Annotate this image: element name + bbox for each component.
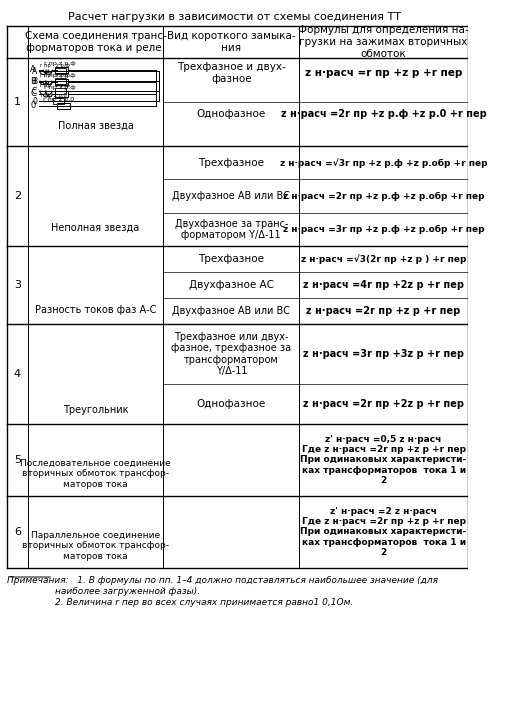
Text: 0: 0 — [30, 102, 36, 110]
Text: r пр: r пр — [40, 62, 51, 67]
Text: z р.ф: z р.ф — [56, 83, 70, 88]
Text: Однофазное: Однофазное — [196, 399, 265, 409]
Text: A: A — [30, 66, 36, 74]
Text: Разность токов фаз А-С: Разность токов фаз А-С — [35, 305, 156, 315]
Bar — [55, 79, 68, 85]
Text: 6: 6 — [14, 527, 21, 537]
Text: Двухфазное за транс-
форматором Y/Δ-11: Двухфазное за транс- форматором Y/Δ-11 — [174, 218, 288, 240]
Text: 0: 0 — [32, 96, 37, 105]
Text: z р.ф: z р.ф — [56, 62, 70, 67]
Text: Примечания:   1. В формулы по пп. 1–4 должно подставляться наибольшее значение (: Примечания: 1. В формулы по пп. 1–4 долж… — [7, 576, 437, 585]
Text: C: C — [30, 90, 36, 98]
Text: Вид короткого замыка-
ния: Вид короткого замыка- ния — [166, 31, 295, 53]
Text: z н·расч =2r пр +z р.ф +z р.0 +r пер: z н·расч =2r пр +z р.ф +z р.0 +r пер — [280, 109, 486, 119]
Text: 5: 5 — [14, 455, 21, 465]
Bar — [55, 88, 66, 94]
Text: r пр: r пр — [43, 97, 56, 102]
Text: r пр: r пр — [40, 83, 51, 88]
Text: Схема соединения транс-
форматоров тока и реле.: Схема соединения транс- форматоров тока … — [24, 31, 166, 53]
Text: z н·расч =r пр +z р +r пер: z н·расч =r пр +z р +r пер — [304, 68, 461, 78]
Bar — [57, 103, 70, 109]
Text: 2. Величина r пер во всех случаях принимается равно1 0,1Ом.: 2. Величина r пер во всех случаях приним… — [55, 598, 353, 607]
Text: r пр: r пр — [44, 85, 56, 90]
Text: Полная звезда: Полная звезда — [58, 121, 133, 131]
Bar — [55, 91, 68, 97]
Text: z н·расч =3r пр +z р.ф +z р.обр +r пер: z н·расч =3r пр +z р.ф +z р.обр +r пер — [282, 225, 484, 234]
Text: Параллельное соединение
вторичных обмоток трансфор-
маторов тока: Параллельное соединение вторичных обмото… — [22, 531, 168, 561]
Text: Трехфазное: Трехфазное — [198, 254, 264, 264]
Text: z н·расч =2r пр +z р.ф +z р.обр +r пер: z н·расч =2r пр +z р.ф +z р.обр +r пер — [282, 192, 484, 201]
Text: z р.ф: z р.ф — [59, 61, 75, 66]
Text: z н·расч =4r пр +2z р +r пер: z н·расч =4r пр +2z р +r пер — [302, 280, 463, 290]
Text: z н·расч =√3r пр +z р.ф +z р.обр +r пер: z н·расч =√3r пр +z р.ф +z р.обр +r пер — [279, 158, 487, 168]
Bar — [55, 67, 68, 73]
Bar — [55, 78, 66, 84]
Text: z н·расч =3r пр +3z р +r пер: z н·расч =3r пр +3z р +r пер — [302, 349, 463, 359]
Text: r пр: r пр — [44, 61, 56, 66]
Text: Треугольник: Треугольник — [63, 405, 128, 415]
Text: z' н·расч =0,5 z н·расч
Где z н·расч =2r пр +z р +r пер
При одинаковых характери: z' н·расч =0,5 z н·расч Где z н·расч =2r… — [300, 435, 466, 485]
Text: z р.0: z р.0 — [54, 93, 67, 98]
Bar — [55, 68, 66, 74]
Text: A: A — [32, 66, 37, 76]
Text: Однофазное: Однофазное — [196, 109, 265, 119]
Text: наиболее загруженной фазы).: наиболее загруженной фазы). — [55, 587, 200, 596]
Text: B: B — [32, 76, 37, 86]
Text: Расчет нагрузки в зависимости от схемы соединения ТТ: Расчет нагрузки в зависимости от схемы с… — [67, 12, 400, 22]
Text: z р.0: z р.0 — [59, 97, 74, 102]
Text: 3: 3 — [14, 280, 21, 290]
Text: 2: 2 — [14, 191, 21, 201]
Text: z' н·расч =2 z н·расч
Где z н·расч =2r пр +z р +r пер
При одинаковых характерист: z' н·расч =2 z н·расч Где z н·расч =2r п… — [300, 507, 466, 557]
Bar — [53, 98, 64, 104]
Text: 4: 4 — [14, 369, 21, 379]
Text: r пр: r пр — [41, 93, 52, 98]
Text: Двухфазное АВ или ВС: Двухфазное АВ или ВС — [172, 306, 290, 316]
Text: Трехфазное или двух-
фазное, трехфазное за
трансформатором
Y/Δ-11: Трехфазное или двух- фазное, трехфазное … — [171, 332, 291, 376]
Text: Трехфазное и двух-
фазное: Трехфазное и двух- фазное — [177, 62, 285, 84]
Text: Последовательное соединение
вторичных обмоток трансфор-
маторов тока: Последовательное соединение вторичных об… — [20, 459, 171, 489]
Text: Двухфазное АС: Двухфазное АС — [188, 280, 273, 290]
Text: z р.ф: z р.ф — [56, 73, 70, 78]
Text: Трехфазное: Трехфазное — [198, 158, 264, 168]
Text: 1: 1 — [14, 97, 21, 107]
Text: C: C — [32, 86, 37, 95]
Text: Неполная звезда: Неполная звезда — [51, 223, 139, 233]
Text: z н·расч =2r пр +2z р +r пер: z н·расч =2r пр +2z р +r пер — [302, 399, 463, 409]
Text: z р.ф: z р.ф — [59, 73, 75, 78]
Text: z н·расч =2r пр +z р +r пер: z н·расч =2r пр +z р +r пер — [306, 306, 460, 316]
Text: z н·расч =√3(2r пр +z р ) +r пер: z н·расч =√3(2r пр +z р ) +r пер — [300, 254, 465, 264]
Text: Формулы для определения на-
грузки на зажимах вторичных
обмоток: Формулы для определения на- грузки на за… — [298, 25, 468, 59]
Text: r пр: r пр — [40, 73, 51, 78]
Text: Двухфазное АВ или ВС: Двухфазное АВ или ВС — [172, 191, 290, 201]
Text: B: B — [30, 78, 36, 86]
Text: r пр: r пр — [44, 73, 56, 78]
Text: z р.ф: z р.ф — [59, 85, 75, 90]
